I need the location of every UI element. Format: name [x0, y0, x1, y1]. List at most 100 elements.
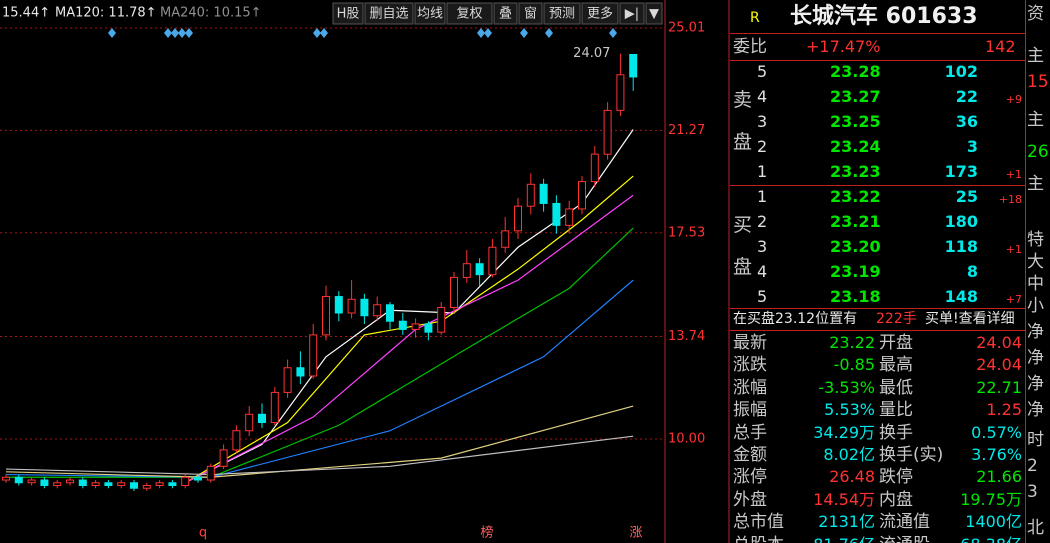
candle-body [475, 263, 484, 276]
toolbar-label[interactable]: 窗 [524, 6, 537, 22]
event-marker[interactable] [484, 28, 492, 38]
moving-average-line [5, 279, 634, 478]
candle-body [334, 296, 343, 314]
stat-value: 24.04 [976, 333, 1022, 352]
toolbar-button[interactable] [414, 2, 446, 25]
event-marker[interactable] [178, 28, 186, 38]
order-level: 5 [757, 62, 768, 81]
stat-label: 流通值 [879, 512, 930, 533]
candle-body [14, 476, 23, 484]
event-marker[interactable] [320, 28, 328, 38]
divider [730, 60, 1025, 61]
stat-value: 8.02亿 [823, 445, 875, 464]
toolbar-button[interactable] [332, 2, 364, 25]
weibi-diff: 142 [985, 37, 1016, 56]
order-volume: 118 [944, 237, 978, 256]
toolbar-label[interactable]: 复权 [456, 6, 482, 22]
order-volume: 22 [955, 87, 978, 106]
candle-body [194, 476, 202, 481]
candle-body [539, 183, 548, 204]
event-marker[interactable] [545, 28, 553, 38]
candle-body [78, 479, 87, 486]
toolbar-button[interactable] [619, 2, 645, 25]
event-marker[interactable] [609, 28, 617, 38]
candle-body [168, 482, 177, 486]
event-marker[interactable] [313, 28, 321, 38]
order-price: 23.19 [830, 262, 881, 281]
toolbar-button[interactable] [518, 2, 543, 25]
y-tick-label: 21.27 [668, 123, 705, 138]
event-marker[interactable] [171, 28, 179, 38]
order-price: 23.24 [830, 137, 881, 156]
toolbar-button[interactable] [581, 2, 619, 25]
stat-label: 最低 [879, 377, 913, 398]
y-tick-label: 25.01 [668, 20, 705, 35]
toolbar-button[interactable] [493, 2, 518, 25]
stat-label: 跌停 [879, 467, 913, 488]
toolbar-label[interactable]: 更多 [587, 6, 613, 22]
stock-flag: R [750, 10, 760, 26]
signal-marker: 榜 [480, 525, 493, 541]
toolbar-label[interactable]: H股 [337, 7, 360, 22]
stat-label: 总股本 [733, 535, 784, 543]
toolbar-button[interactable] [543, 2, 581, 25]
event-marker[interactable] [477, 28, 485, 38]
toolbar-label[interactable]: 预测 [549, 7, 575, 22]
order-volume: 180 [944, 212, 978, 231]
order-price: 23.20 [830, 237, 881, 256]
indicator-value: MA120: 11.78↑ [55, 6, 157, 21]
order-level: 3 [757, 237, 768, 256]
toolbar-label[interactable]: 均线 [417, 7, 443, 22]
stat-label: 换手(实) [879, 445, 944, 465]
toolbar-label[interactable]: 叠 [499, 7, 512, 22]
event-marker[interactable] [520, 28, 528, 38]
stat-value: 22.71 [976, 377, 1022, 397]
candle-body [219, 449, 228, 467]
toolbar-button[interactable] [645, 2, 663, 25]
side-label: 卖 [733, 89, 753, 111]
notice-link[interactable]: 买单!查看详细 [925, 311, 1015, 327]
candle-body [283, 367, 292, 393]
kline-chart: 24.07 15.44↑ MA120: 11.78↑ MA240: 10.15↑ H股… [0, 0, 730, 543]
weibi-pct: +17.47% [806, 37, 881, 56]
order-level: 5 [757, 287, 768, 306]
moving-average-line [5, 435, 634, 476]
stat-label: 内盘 [879, 489, 913, 510]
order-change: +18 [998, 193, 1022, 206]
toolbar-label[interactable]: 删自选 [369, 7, 408, 22]
toolbar-label[interactable]: ▼ [649, 7, 659, 22]
max-price-label: 24.07 [573, 46, 610, 61]
toolbar-label[interactable]: ▶| [625, 7, 639, 22]
candle-body [142, 484, 151, 489]
divider [1025, 0, 1026, 543]
candle-body [386, 304, 394, 322]
stat-value: 2131亿 [818, 512, 875, 532]
side-label: 买 [733, 214, 753, 236]
candle-body [270, 391, 279, 424]
signal-marker: q [199, 526, 207, 541]
candle-body [411, 323, 420, 330]
stat-value: 0.57% [971, 422, 1022, 442]
candle-body [450, 276, 458, 309]
event-marker[interactable] [185, 28, 193, 38]
candle-body [181, 476, 190, 486]
candle-body [398, 320, 407, 330]
toolbar-button[interactable] [446, 2, 493, 25]
stat-label: 涨幅 [733, 377, 767, 398]
order-price: 23.21 [830, 212, 881, 231]
toolbar-button[interactable] [364, 2, 414, 25]
indicator-value: 15.44↑ [2, 6, 50, 21]
stat-label: 最新 [733, 333, 767, 353]
y-tick-label: 10.00 [668, 431, 705, 446]
stat-value: 24.04 [976, 355, 1022, 375]
order-volume: 36 [955, 112, 978, 131]
side-column-text: 时 [1027, 430, 1044, 450]
candle-body [206, 465, 215, 481]
event-marker[interactable] [108, 28, 116, 38]
order-level: 4 [757, 262, 768, 281]
event-marker[interactable] [164, 28, 172, 38]
candle-body [603, 109, 612, 155]
order-volume: 8 [966, 262, 978, 281]
side-column-text: 主 [1027, 46, 1044, 66]
notice-text: 222手 [876, 311, 917, 327]
